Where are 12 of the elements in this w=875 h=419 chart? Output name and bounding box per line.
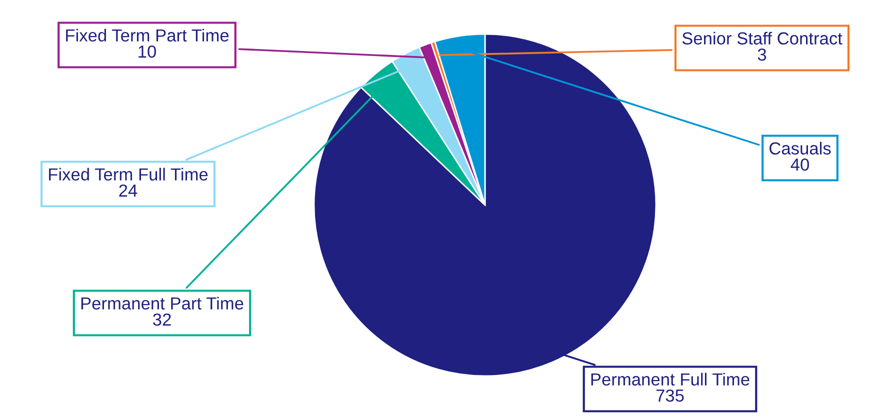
- slice-label: Fixed Term Part Time: [66, 28, 229, 42]
- slice-label: Senior Staff Contract: [682, 32, 842, 45]
- slice-label: Casuals: [770, 142, 831, 155]
- slice-label: Permanent Part Time: [81, 296, 244, 310]
- data-label: 40: [790, 158, 809, 171]
- data-label: 24: [119, 184, 138, 197]
- data-label: 10: [138, 45, 156, 58]
- slice-label: Fixed Term Full Time: [49, 168, 208, 181]
- data-label: 3: [758, 48, 766, 61]
- slice-label: Permanent Full Time: [591, 372, 750, 386]
- data-label: 735: [656, 389, 684, 402]
- data-label: 32: [153, 313, 171, 326]
